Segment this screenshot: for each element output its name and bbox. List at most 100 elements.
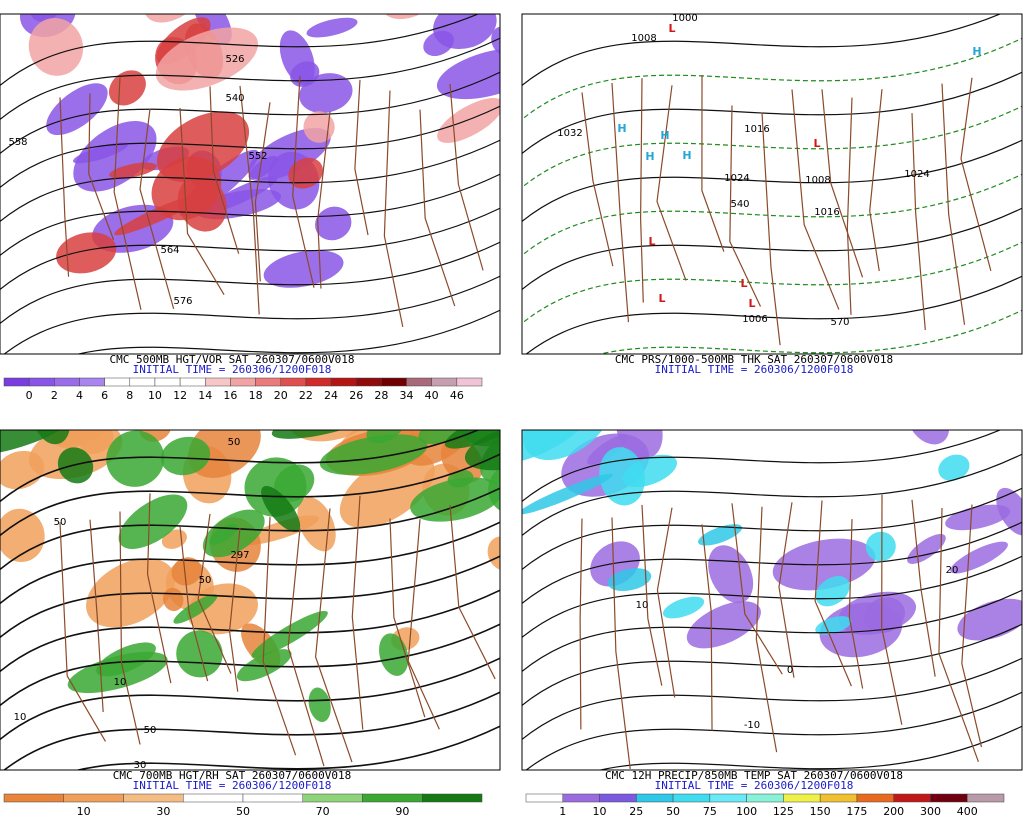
colorbar-label: 12: [173, 389, 187, 402]
border: [640, 78, 644, 303]
field-blob: [379, 633, 409, 676]
border: [791, 89, 840, 310]
field-blob: [487, 536, 500, 571]
colorbar-label: 10: [593, 805, 607, 818]
pressure-center: H: [617, 122, 626, 135]
border: [59, 97, 70, 277]
colorbar-label: 22: [299, 389, 313, 402]
colorbar-label: 8: [126, 389, 133, 402]
border: [869, 89, 883, 272]
pressure-center: L: [748, 297, 755, 310]
contour-label: 540: [225, 93, 244, 104]
field-blob: [996, 487, 1022, 536]
border: [821, 89, 864, 278]
field-blob: [32, 430, 70, 445]
contour: [522, 37, 1022, 121]
border: [449, 84, 484, 271]
colorbar-swatch: [599, 793, 637, 803]
colorbar-swatch: [280, 377, 307, 387]
field-blob: [72, 142, 128, 164]
contour: [522, 521, 1022, 605]
map-bg: [522, 14, 1022, 354]
field-blob: [288, 157, 324, 189]
map-panel: 50 50 10 50 30 297 50 10 CMC 700MB HGT/RH SAT 26…: [0, 349, 527, 818]
field-blob: [938, 454, 970, 481]
field-blob: [171, 557, 202, 586]
border: [701, 524, 713, 731]
contour: [0, 521, 500, 605]
colorbar-label: 40: [425, 389, 439, 402]
map-frame: [521, 429, 1023, 771]
border: [419, 109, 456, 307]
border: [228, 527, 241, 692]
contour-label: 50: [144, 725, 157, 736]
border: [941, 83, 966, 325]
field-blob: [261, 485, 301, 533]
contour: [522, 487, 1022, 571]
colorbar-label: 100: [736, 805, 757, 818]
contour: [522, 14, 1002, 87]
contour-label: 1032: [557, 128, 582, 139]
contour-label: 50: [199, 575, 212, 586]
field-blob: [151, 156, 222, 221]
colorbar-label: 46: [450, 389, 464, 402]
colorbar-swatch: [242, 793, 303, 803]
border: [88, 93, 115, 240]
border: [938, 507, 979, 763]
contour-label: 30: [134, 760, 147, 771]
border: [197, 513, 232, 674]
map: 526 540 552 564 576 558: [0, 0, 574, 354]
colorbar-swatch: [746, 793, 784, 803]
field-blob: [56, 232, 117, 274]
colorbar-label: 90: [395, 805, 409, 818]
contour: [0, 71, 500, 155]
border: [814, 500, 852, 687]
field-blob: [160, 436, 211, 476]
field-blob: [433, 14, 497, 50]
border: [778, 502, 795, 678]
contour: [522, 657, 1022, 741]
map: -10 10 0 20: [522, 430, 1022, 770]
border: [407, 519, 440, 730]
colorbar-label: 10: [148, 389, 162, 402]
contour: [3, 275, 500, 354]
field-blob: [156, 0, 224, 8]
contour: [522, 105, 1022, 189]
border: [911, 499, 936, 677]
field-blob: [244, 457, 307, 517]
colorbar-swatch: [230, 377, 256, 387]
border: [139, 108, 175, 310]
colorbar-swatch: [381, 377, 407, 387]
map: 1000 1008 1016 1032 1024 1016 1024 1006 570 540 10…: [522, 14, 1022, 354]
map-panel: 526 540 552 564 576 558 CMC 500MB HGT/VOR SAT …: [0, 0, 574, 402]
contour-label: 564: [160, 245, 179, 256]
caption: CMC 500MB HGT/VOR SAT 260307/0600V018: [109, 353, 354, 366]
field-blob: [426, 349, 527, 441]
contour: [522, 173, 1022, 257]
field-blob: [838, 591, 917, 635]
map-frame: [521, 13, 1023, 355]
contour-label: 552: [248, 151, 267, 162]
contour: [0, 589, 500, 673]
initial-time: INITIAL TIME = 260306/1200F018: [133, 779, 332, 792]
field-blob: [523, 430, 612, 461]
border: [317, 111, 331, 289]
field-blob: [173, 594, 218, 624]
colorbar-swatch: [305, 377, 332, 387]
field-blob: [106, 430, 165, 487]
field-blob: [418, 430, 500, 445]
contour: [522, 589, 1022, 673]
field-blob: [517, 0, 574, 1]
colorbar-label: 0: [26, 389, 33, 402]
field-blob: [436, 48, 500, 100]
border: [761, 112, 781, 346]
colorbar-swatch: [104, 377, 131, 387]
colorbar-swatch: [330, 377, 357, 387]
border: [59, 522, 107, 742]
caption: CMC 700MB HGT/RH SAT 260307/0600V018: [113, 769, 351, 782]
colorbar-swatch: [362, 793, 423, 803]
field-blob: [108, 70, 146, 106]
colorbar-swatch: [930, 793, 968, 803]
contour-label: 576: [173, 296, 192, 307]
